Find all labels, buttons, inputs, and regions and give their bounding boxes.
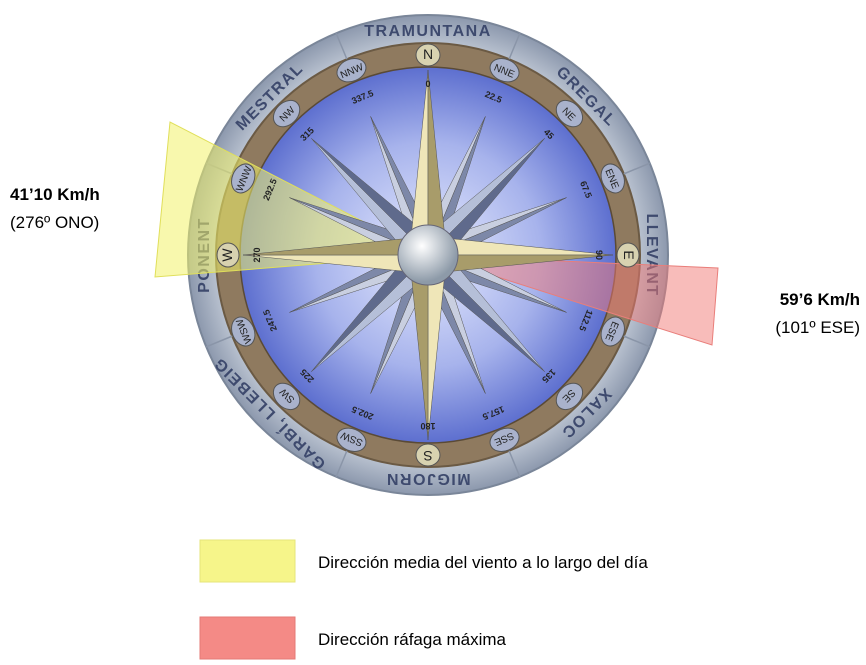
point-label: N: [423, 46, 433, 62]
point-label: E: [621, 250, 637, 259]
legend-label: Dirección media del viento a lo largo de…: [318, 553, 648, 572]
legend-swatch: [200, 617, 295, 659]
gust-direction: (101º ESE): [775, 318, 860, 337]
wind-name: TRAMUNTANA: [364, 23, 492, 40]
degree-label: 180: [420, 421, 435, 431]
legend-label: Dirección ráfaga máxima: [318, 630, 507, 649]
mean-direction: (276º ONO): [10, 213, 99, 232]
hub: [398, 225, 458, 285]
point-label: S: [423, 448, 432, 464]
wind-name: MIGJORN: [385, 470, 470, 487]
legend-swatch: [200, 540, 295, 582]
degree-label: 0: [425, 79, 430, 89]
degree-label: 90: [594, 250, 604, 260]
gust-speed: 59’6 Km/h: [780, 290, 860, 309]
page: TRAMUNTANAGREGALLLEVANTXALOCMIGJORNGARBÍ…: [0, 0, 866, 660]
point-label: W: [219, 248, 235, 262]
degree-label: 270: [252, 247, 262, 262]
mean-speed: 41’10 Km/h: [10, 185, 100, 204]
